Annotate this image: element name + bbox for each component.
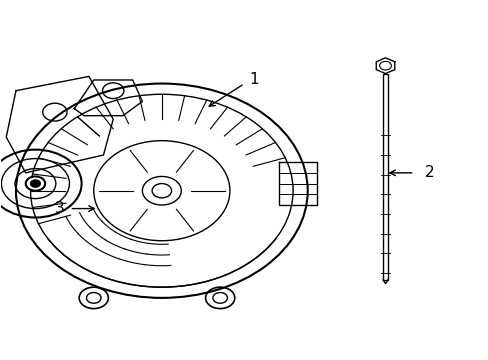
Circle shape	[30, 180, 40, 187]
Circle shape	[26, 176, 45, 191]
FancyBboxPatch shape	[382, 73, 387, 280]
Circle shape	[152, 184, 171, 198]
Text: 2: 2	[424, 165, 433, 180]
Text: 3: 3	[55, 201, 64, 216]
Text: 1: 1	[249, 72, 259, 87]
